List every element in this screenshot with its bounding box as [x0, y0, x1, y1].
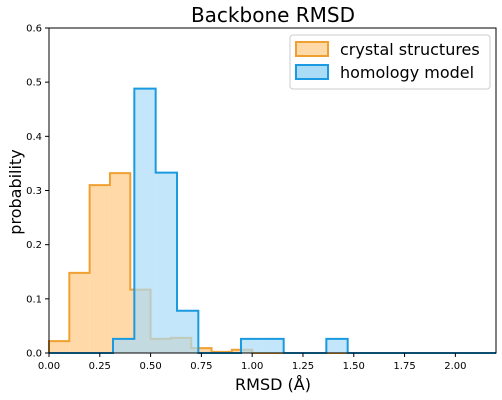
x-tick-label: 0.00 [38, 361, 60, 372]
plot-area: 0.00 0.25 0.50 0.75 1.00 1.25 1.50 1.75 2.00 0.0 0… [26, 24, 497, 372]
x-tick-label: 1.75 [393, 361, 415, 372]
y-tick-label: 0.6 [26, 24, 42, 35]
y-tick-label: 0.1 [26, 294, 42, 305]
y-tick-label: 0.3 [26, 186, 42, 197]
x-tick-label: 2.00 [444, 361, 466, 372]
x-tick-label: 1.00 [241, 361, 263, 372]
legend-label: homology model [340, 63, 474, 82]
y-tick-label: 0.4 [26, 132, 42, 143]
y-tick-label: 0.0 [26, 349, 42, 360]
series-0 [48, 172, 496, 354]
histogram-bar [89, 185, 110, 353]
histogram-bar [191, 348, 212, 353]
chart-title: Backbone RMSD [191, 3, 355, 27]
histogram-bar [155, 172, 178, 353]
histogram-bar [113, 338, 135, 353]
legend-swatch [295, 41, 329, 57]
x-tick-label: 0.25 [89, 361, 111, 372]
x-tick-label: 1.25 [292, 361, 314, 372]
x-tick-label: 0.50 [139, 361, 161, 372]
x-tick-label: 1.50 [343, 361, 365, 372]
y-tick-label: 0.2 [26, 240, 42, 251]
legend-box [289, 34, 491, 90]
histogram-bar [49, 341, 70, 353]
y-axis-label: probability [6, 149, 25, 234]
legend-swatch [295, 64, 329, 80]
histogram-bar [134, 88, 156, 354]
histogram-bar [177, 310, 199, 353]
x-axis-label: RMSD (Å) [235, 375, 311, 394]
legend-label: crystal structures [340, 40, 480, 59]
histogram-bar [241, 338, 263, 353]
histogram-bar [109, 173, 131, 353]
x-tick-label: 0.75 [190, 361, 212, 372]
y-tick-label: 0.5 [26, 78, 42, 89]
histogram-bar [326, 338, 348, 353]
histogram-bar [262, 338, 284, 353]
histogram-bar [69, 272, 90, 353]
legend: crystal structures homology model [289, 34, 491, 90]
